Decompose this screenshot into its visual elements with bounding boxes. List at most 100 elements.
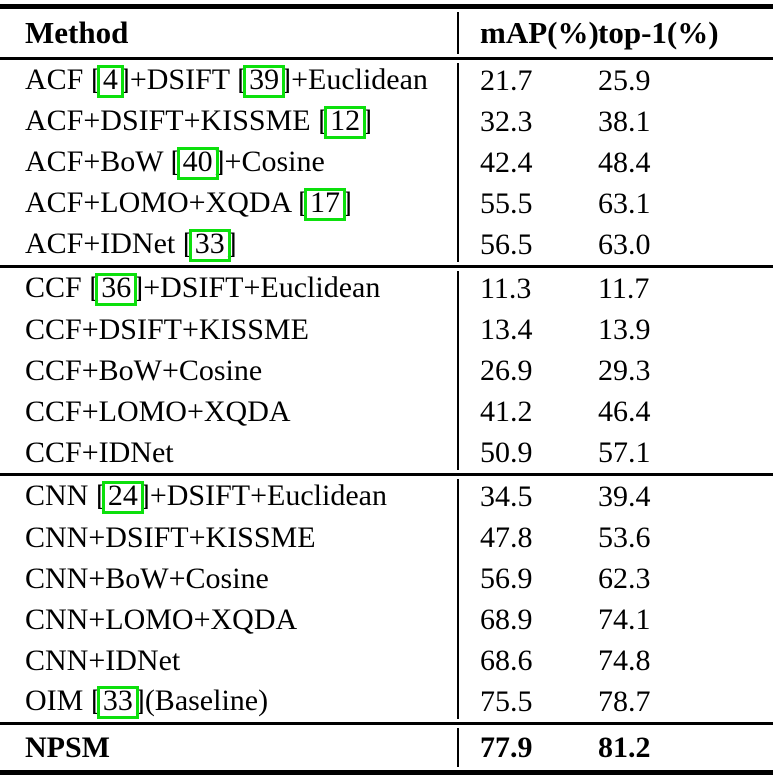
table-row: CNN+BoW+Cosine 56.9 62.3 xyxy=(0,558,773,599)
method-text: ] xyxy=(226,227,237,260)
table-row: ACF [4]+DSIFT [39]+Euclidean 21.7 25.9 xyxy=(0,60,773,101)
method-cell: NPSM xyxy=(25,730,110,764)
column-divider-line xyxy=(457,271,459,470)
table-section-cnn: CNN [24]+DSIFT+Euclidean 34.5 39.4 CNN+D… xyxy=(0,476,773,722)
map-value: 13.4 xyxy=(480,312,533,346)
top1-value: 13.9 xyxy=(598,312,651,346)
map-value: 56.9 xyxy=(480,561,533,595)
top1-value: 29.3 xyxy=(598,353,651,387)
top1-value: 46.4 xyxy=(598,394,651,428)
table-section-acf: ACF [4]+DSIFT [39]+Euclidean 21.7 25.9 A… xyxy=(0,60,773,265)
map-value: 42.4 xyxy=(480,145,533,179)
method-cell: CNN [24]+DSIFT+Euclidean xyxy=(0,479,458,514)
citation-link-box[interactable]: 12 xyxy=(324,106,367,139)
table-row: CCF+IDNet 50.9 57.1 xyxy=(0,432,773,473)
column-divider-line xyxy=(457,479,459,719)
top1-value: 63.1 xyxy=(598,186,651,220)
method-text: ACF+DSIFT+KISSME [ xyxy=(25,104,329,137)
map-value: 55.5 xyxy=(480,186,533,220)
column-divider-line xyxy=(457,12,459,54)
citation-link-box[interactable]: 36 xyxy=(95,273,138,306)
top1-value: 48.4 xyxy=(598,145,651,179)
citation-link-box[interactable]: 33 xyxy=(96,686,139,719)
method-text: CNN+BoW+Cosine xyxy=(25,561,269,595)
citation-link-box[interactable]: 33 xyxy=(188,229,231,262)
method-cell: ACF+BoW [40]+Cosine xyxy=(0,145,458,180)
method-text: ]+Cosine xyxy=(214,145,325,178)
method-text: CCF+IDNet xyxy=(25,435,174,469)
citation-link-box[interactable]: 24 xyxy=(101,481,144,514)
table-section-ccf: CCF [36]+DSIFT+Euclidean 11.3 11.7 CCF+D… xyxy=(0,268,773,473)
method-text: ]+DSIFT [ xyxy=(119,63,248,96)
method-text: ACF [ xyxy=(25,63,101,96)
method-cell: CCF+IDNet xyxy=(0,436,458,470)
method-text: ] xyxy=(362,104,373,137)
map-value: 50.9 xyxy=(480,435,533,469)
map-value: 11.3 xyxy=(480,271,532,305)
map-value: 34.5 xyxy=(480,479,533,513)
method-cell: CCF+DSIFT+KISSME xyxy=(0,313,458,347)
map-value: 68.6 xyxy=(480,643,533,677)
top1-value: 53.6 xyxy=(598,520,651,554)
map-value: 32.3 xyxy=(480,104,533,138)
header-row: Method mAP(%) top-1(%) xyxy=(0,9,773,57)
top1-value: 25.9 xyxy=(598,63,651,97)
table-row: CNN+LOMO+XQDA 68.9 74.1 xyxy=(0,599,773,640)
method-text: ACF+LOMO+XQDA [ xyxy=(25,186,309,219)
map-value: 41.2 xyxy=(480,394,533,428)
top1-value: 74.1 xyxy=(598,602,651,636)
method-text: ACF+BoW [ xyxy=(25,145,181,178)
header-top1: top-1(%) xyxy=(598,15,719,50)
method-text: CNN [ xyxy=(25,479,106,512)
method-text: ](Baseline) xyxy=(134,684,269,717)
header-method: Method xyxy=(25,15,129,50)
map-value: 56.5 xyxy=(480,227,533,261)
method-text: OIM [ xyxy=(25,684,101,717)
table-header-section: Method mAP(%) top-1(%) xyxy=(0,9,773,57)
header-map: mAP(%) xyxy=(480,15,599,50)
citation-link-box[interactable]: 4 xyxy=(96,65,124,98)
table-row: OIM [33](Baseline) 75.5 78.7 xyxy=(0,681,773,722)
method-text: ]+DSIFT+Euclidean xyxy=(139,479,387,512)
citation-link-box[interactable]: 39 xyxy=(243,65,286,98)
method-cell: CNN+DSIFT+KISSME xyxy=(0,521,458,555)
rule-section-divider xyxy=(0,473,773,476)
table-row: CCF [36]+DSIFT+Euclidean 11.3 11.7 xyxy=(0,268,773,309)
method-text: CCF+BoW+Cosine xyxy=(25,353,263,387)
map-value: 26.9 xyxy=(480,353,533,387)
method-text: ] xyxy=(342,186,353,219)
citation-link-box[interactable]: 40 xyxy=(176,147,219,180)
method-text: ]+DSIFT+Euclidean xyxy=(133,271,381,304)
table-row: CNN+DSIFT+KISSME 47.8 53.6 xyxy=(0,517,773,558)
top1-value: 57.1 xyxy=(598,435,651,469)
rule-top xyxy=(0,4,773,9)
table-row: ACF+DSIFT+KISSME [12] 32.3 38.1 xyxy=(0,101,773,142)
method-cell: CCF+BoW+Cosine xyxy=(0,354,458,388)
method-cell: CCF [36]+DSIFT+Euclidean xyxy=(0,271,458,306)
method-cell: ACF+LOMO+XQDA [17] xyxy=(0,186,458,221)
method-cell: CNN+LOMO+XQDA xyxy=(0,603,458,637)
top1-value: 38.1 xyxy=(598,104,651,138)
table-row: CCF+LOMO+XQDA 41.2 46.4 xyxy=(0,391,773,432)
top1-value: 39.4 xyxy=(598,479,651,513)
method-cell: OIM [33](Baseline) xyxy=(0,684,458,719)
top1-value: 63.0 xyxy=(598,227,651,261)
column-divider-line xyxy=(457,63,459,262)
method-text: CNN+LOMO+XQDA xyxy=(25,602,298,636)
method-cell: CNN+BoW+Cosine xyxy=(0,562,458,596)
method-cell: ACF+IDNet [33] xyxy=(0,227,458,262)
method-text: CCF+DSIFT+KISSME xyxy=(25,312,309,346)
rule-section-divider xyxy=(0,265,773,268)
method-text: CCF+LOMO+XQDA xyxy=(25,394,291,428)
map-value: 47.8 xyxy=(480,520,533,554)
top1-value: 78.7 xyxy=(598,684,651,718)
method-text: CNN+DSIFT+KISSME xyxy=(25,520,316,554)
table-row: CNN [24]+DSIFT+Euclidean 34.5 39.4 xyxy=(0,476,773,517)
rule-bottom xyxy=(0,770,773,775)
top1-value: 11.7 xyxy=(598,271,650,305)
table-section-npsm: NPSM 77.9 81.2 xyxy=(0,725,773,770)
table-row: CCF+BoW+Cosine 26.9 29.3 xyxy=(0,350,773,391)
top1-value: 81.2 xyxy=(598,730,651,764)
citation-link-box[interactable]: 17 xyxy=(304,188,347,221)
